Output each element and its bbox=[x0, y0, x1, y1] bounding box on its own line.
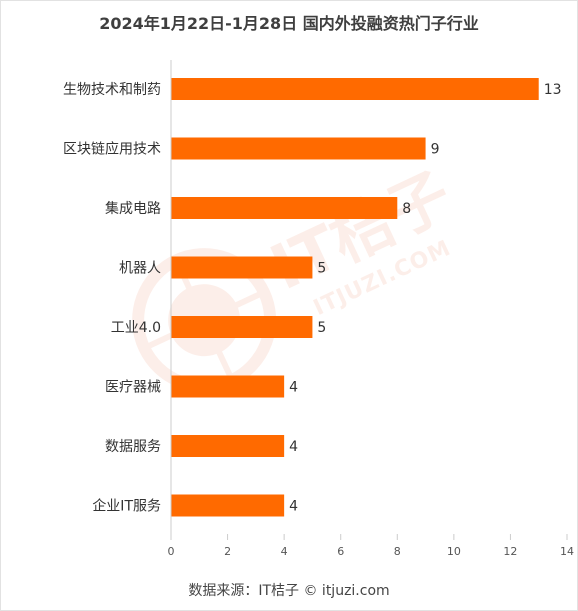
value-label: 4 bbox=[289, 499, 298, 515]
category-label: 医疗器械 bbox=[105, 380, 161, 396]
value-label: 5 bbox=[317, 320, 326, 336]
x-axis: 0 2 4 6 8 10 12 14 bbox=[168, 60, 574, 558]
bar-0 bbox=[171, 78, 539, 100]
category-label: 生物技术和制药 bbox=[63, 82, 161, 98]
x-tick-label: 4 bbox=[281, 545, 288, 558]
category-label: 企业IT服务 bbox=[92, 498, 161, 515]
x-tick-label: 6 bbox=[337, 545, 344, 558]
x-tick-label: 12 bbox=[503, 545, 517, 558]
category-label: 数据服务 bbox=[105, 439, 161, 455]
category-label: 机器人 bbox=[119, 261, 161, 277]
bar-4 bbox=[171, 316, 313, 338]
category-label: 集成电路 bbox=[105, 200, 161, 217]
bar-6 bbox=[171, 435, 285, 457]
bar-1 bbox=[171, 137, 426, 160]
chart-title: 2024年1月22日-1月28日 国内外投融资热门子行业 bbox=[99, 14, 479, 33]
bar-2 bbox=[171, 197, 398, 219]
x-tick-label: 14 bbox=[560, 545, 574, 558]
bars-layer: 生物技术和制药 13 区块链应用技术 9 集成电路 8 机器人 5 工业4.0 5 医疗器械 4 数据服… bbox=[63, 78, 562, 517]
value-label: 5 bbox=[317, 261, 326, 277]
value-label: 8 bbox=[402, 201, 411, 217]
data-source-footer: 数据来源：IT桔子 © itjuzi.com bbox=[188, 583, 390, 599]
x-tick-label: 8 bbox=[394, 545, 401, 558]
category-label: 工业4.0 bbox=[111, 320, 161, 336]
x-tick-label: 10 bbox=[447, 545, 461, 558]
bar-3 bbox=[171, 256, 313, 279]
bar-7 bbox=[171, 494, 285, 517]
value-label: 13 bbox=[544, 82, 562, 98]
value-label: 4 bbox=[289, 380, 298, 396]
x-tick-label: 0 bbox=[168, 545, 175, 558]
bar-5 bbox=[171, 375, 285, 398]
category-label: 区块链应用技术 bbox=[63, 141, 161, 158]
x-tick-label: 2 bbox=[224, 545, 231, 558]
value-label: 4 bbox=[289, 439, 298, 455]
value-label: 9 bbox=[431, 142, 440, 158]
